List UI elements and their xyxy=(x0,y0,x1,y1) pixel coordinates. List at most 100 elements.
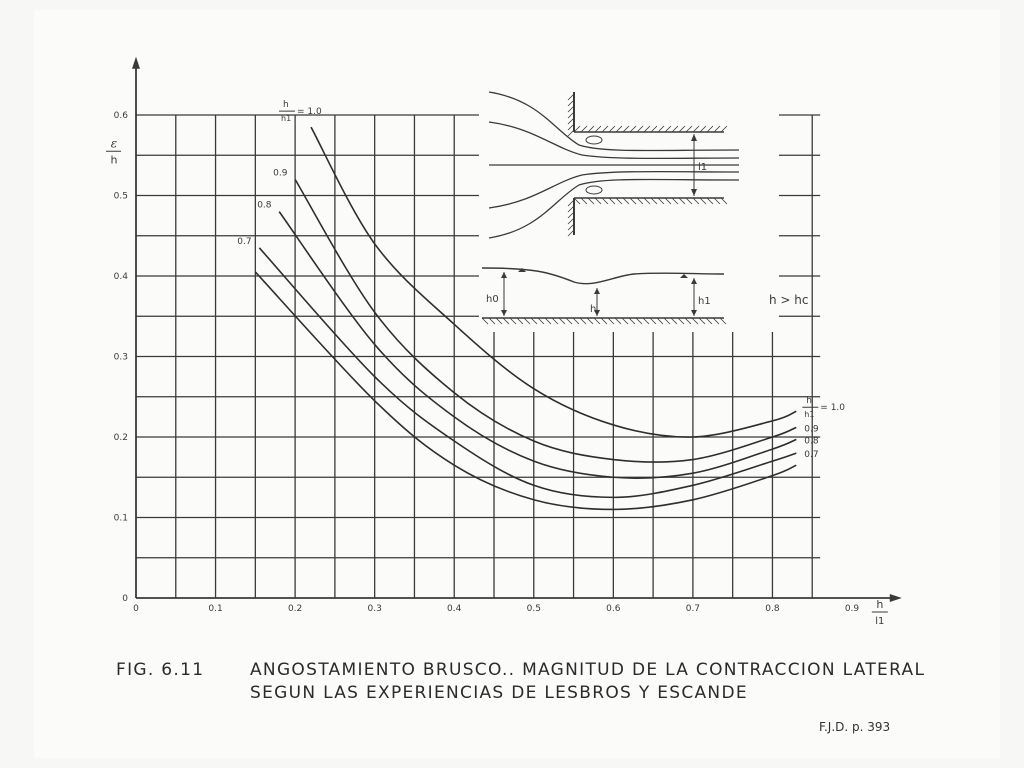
inset-hatch xyxy=(622,197,630,205)
inset-dim-arrows xyxy=(691,134,697,196)
inset-hatch xyxy=(642,317,650,325)
inset-hatch xyxy=(573,125,581,133)
inset-hatch xyxy=(608,125,616,133)
inset-hatch xyxy=(567,93,575,101)
series-start-label: 0.9 xyxy=(273,168,288,178)
inset-hatch xyxy=(698,317,706,325)
inset-hatch xyxy=(636,125,644,133)
y-axis-label-den: h xyxy=(111,153,118,166)
caption-line-1: ANGOSTAMIENTO BRUSCO.. MAGNITUD DE LA CO… xyxy=(250,660,926,680)
inset-hatch xyxy=(579,317,587,325)
inset-hatch xyxy=(656,317,664,325)
inset-hatch xyxy=(635,317,643,325)
inset-hatch xyxy=(706,197,714,205)
x-tick-label: 0.2 xyxy=(288,604,302,614)
legend-right-den: h1 xyxy=(804,410,814,419)
y-tick-label: 0.2 xyxy=(114,433,128,443)
x-tick-label: 0.5 xyxy=(527,604,541,614)
x-axis-arrow xyxy=(889,594,902,602)
inset-hatch xyxy=(558,317,566,325)
inset-hatch xyxy=(523,317,531,325)
inset-hatch xyxy=(636,197,644,205)
inset-hatch xyxy=(607,317,615,325)
inset-hatch xyxy=(580,125,588,133)
x-tick-label: 0.8 xyxy=(765,604,780,614)
inset-eddy xyxy=(585,185,603,195)
inset-hatch xyxy=(643,125,651,133)
series-labels: 0.9 0.8 0.7 h h1 = 1.0 0.9 0.8 0.7 h h1 = 1.0 xyxy=(237,100,845,460)
legend-right-num: h xyxy=(806,396,812,406)
inset-hatch xyxy=(671,197,679,205)
inset-hatch xyxy=(691,317,699,325)
inset-hatch xyxy=(621,317,629,325)
inset-hatch xyxy=(594,125,602,133)
inset-hatch xyxy=(719,317,727,325)
inset-hatch xyxy=(530,317,538,325)
inset-hatch xyxy=(567,211,575,219)
inset-hatch xyxy=(713,197,721,205)
inset-hatch xyxy=(587,197,595,205)
y-tick-label: 0 xyxy=(122,594,128,604)
series-lines xyxy=(254,126,797,511)
inset-hatch xyxy=(684,317,692,325)
x-tick-label: 0.7 xyxy=(686,604,700,614)
inset-hatch xyxy=(594,197,602,205)
caption-line-2: SEGUN LAS EXPERIENCIAS DE LESBROS Y ESCA… xyxy=(250,683,748,703)
inset-depth-arrows xyxy=(594,288,600,316)
inset-hatch xyxy=(593,317,601,325)
inset-hatch xyxy=(573,197,581,205)
x-tick-label: 0.6 xyxy=(606,604,621,614)
source-reference: F.J.D. p. 393 xyxy=(819,720,891,734)
inset-hatch xyxy=(567,129,575,137)
inset-hatch xyxy=(567,229,575,237)
inset-eddy xyxy=(585,135,603,145)
y-axis-label-num: ε xyxy=(111,136,117,150)
y-tick-label: 0.3 xyxy=(114,353,128,363)
y-tick-label: 0.5 xyxy=(114,192,128,202)
inset-hatch xyxy=(678,197,686,205)
inset-hatch xyxy=(677,317,685,325)
x-tick-label: 0.9 xyxy=(845,604,860,614)
y-tick-label: 0.4 xyxy=(114,272,129,282)
series-end-label: 0.9 xyxy=(804,424,819,434)
inset-hatch xyxy=(615,125,623,133)
inset-hatch xyxy=(685,197,693,205)
inset-hatch xyxy=(567,199,575,207)
inset-hatch xyxy=(481,317,489,325)
x-axis-label-den: l1 xyxy=(875,616,884,627)
inset-hatch xyxy=(537,317,545,325)
inset-hatch xyxy=(567,117,575,125)
inset-hatch xyxy=(502,317,510,325)
y-tick-label: 0.6 xyxy=(114,111,129,121)
inset-hatch xyxy=(608,197,616,205)
inset-hatch xyxy=(580,197,588,205)
inset-hatch xyxy=(650,197,658,205)
inset-hatch xyxy=(664,125,672,133)
inset-label-h: h xyxy=(590,304,596,315)
axes xyxy=(132,56,902,602)
inset-hatch xyxy=(614,317,622,325)
inset-hatch xyxy=(699,125,707,133)
inset-hatch xyxy=(629,197,637,205)
inset-hatch xyxy=(516,317,524,325)
inset-hatch xyxy=(567,217,575,225)
inset-hatch xyxy=(678,125,686,133)
inset-hatch xyxy=(657,197,665,205)
inset-hatch xyxy=(600,317,608,325)
y-axis-arrow xyxy=(132,56,140,69)
inset-hatch xyxy=(699,197,707,205)
series-line-2 xyxy=(294,178,797,463)
inset-label-h0: h0 xyxy=(486,294,499,305)
inset-hatch xyxy=(567,123,575,131)
contraction-chart: 0 0.1 0.2 0.3 0.4 0.5 0.6 0.7 0.8 0.9 0 0.1 0.2 0.3 0.… xyxy=(106,56,902,627)
inset-hatch xyxy=(629,125,637,133)
inset-background xyxy=(479,82,779,332)
inset-hatch xyxy=(572,317,580,325)
inset-hatch xyxy=(649,317,657,325)
inset-hatch xyxy=(509,317,517,325)
legend-top-num: h xyxy=(283,100,289,110)
inset-hatch xyxy=(586,317,594,325)
inset-hatch xyxy=(663,317,671,325)
inset-hatch xyxy=(601,197,609,205)
inset-hatch xyxy=(643,197,651,205)
